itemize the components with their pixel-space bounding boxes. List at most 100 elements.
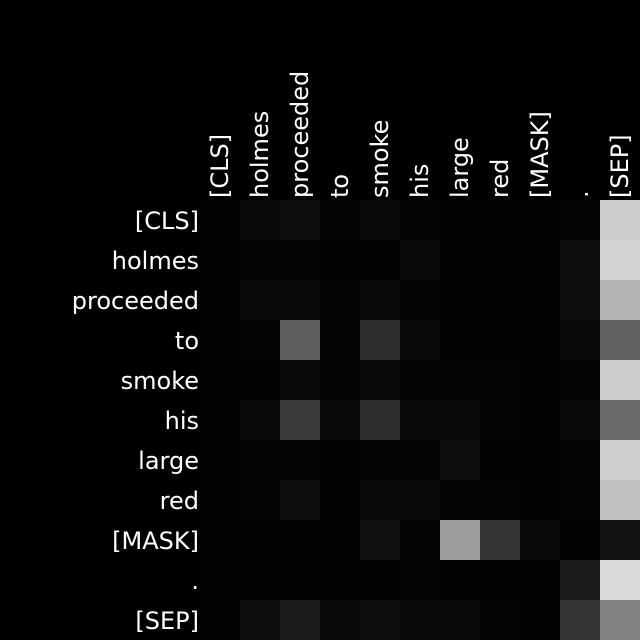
heatmap-cell-r0-c6 [440, 200, 480, 240]
heatmap-cell-r10-c6 [440, 600, 480, 640]
heatmap-cell-r2-c5 [400, 280, 440, 320]
heatmap-cell-r10-c5 [400, 600, 440, 640]
heatmap-cell-r0-c10 [600, 200, 640, 240]
heatmap-cell-r3-c1 [240, 320, 280, 360]
y-tick-label: holmes [112, 247, 199, 275]
heatmap-cell-r3-c6 [440, 320, 480, 360]
heatmap-cell-r7-c1 [240, 480, 280, 520]
heatmap-cell-r8-c8 [520, 520, 560, 560]
heatmap-cell-r7-c0 [200, 480, 240, 520]
heatmap-cell-r9-c3 [320, 560, 360, 600]
heatmap-cell-r6-c2 [280, 440, 320, 480]
y-tick-label: his [165, 407, 199, 435]
heatmap-cell-r1-c2 [280, 240, 320, 280]
heatmap-cell-r1-c6 [440, 240, 480, 280]
heatmap-cell-r2-c1 [240, 280, 280, 320]
heatmap-cell-r0-c4 [360, 200, 400, 240]
heatmap-cell-r5-c10 [600, 400, 640, 440]
heatmap-cell-r9-c1 [240, 560, 280, 600]
heatmap-cell-r7-c5 [400, 480, 440, 520]
heatmap-cell-r5-c6 [440, 400, 480, 440]
heatmap-cell-r10-c0 [200, 600, 240, 640]
heatmap-cell-r7-c10 [600, 480, 640, 520]
heatmap-cell-r2-c0 [200, 280, 240, 320]
heatmap-cell-r4-c8 [520, 360, 560, 400]
x-tick-label: red [486, 159, 514, 198]
heatmap-cell-r0-c8 [520, 200, 560, 240]
heatmap-cell-r8-c4 [360, 520, 400, 560]
heatmap-cell-r10-c1 [240, 600, 280, 640]
heatmap-cell-r6-c1 [240, 440, 280, 480]
y-axis-tick-labels: [CLS] holmes proceeded to smoke his large red [M… [72, 207, 199, 635]
heatmap-cell-r1-c1 [240, 240, 280, 280]
heatmap-cell-r0-c0 [200, 200, 240, 240]
heatmap-cell-r6-c6 [440, 440, 480, 480]
heatmap-cell-r5-c3 [320, 400, 360, 440]
heatmap-cell-r1-c0 [200, 240, 240, 280]
heatmap-cell-r0-c1 [240, 200, 280, 240]
heatmap-cell-r10-c2 [280, 600, 320, 640]
heatmap-cell-r5-c5 [400, 400, 440, 440]
heatmap-cell-r5-c9 [560, 400, 600, 440]
heatmap-cell-r3-c4 [360, 320, 400, 360]
heatmap-cell-r3-c0 [200, 320, 240, 360]
heatmap-cell-r5-c8 [520, 400, 560, 440]
heatmap-cell-r3-c9 [560, 320, 600, 360]
heatmap-cell-r2-c6 [440, 280, 480, 320]
heatmap-cell-r2-c10 [600, 280, 640, 320]
y-tick-label: large [138, 447, 199, 475]
heatmap-cells [200, 200, 640, 640]
heatmap-cell-r3-c7 [480, 320, 520, 360]
heatmap-cell-r6-c3 [320, 440, 360, 480]
heatmap-cell-r8-c10 [600, 520, 640, 560]
heatmap-cell-r8-c7 [480, 520, 520, 560]
x-tick-label: smoke [366, 120, 394, 198]
heatmap-cell-r4-c4 [360, 360, 400, 400]
heatmap-cell-r2-c7 [480, 280, 520, 320]
x-tick-label: [CLS] [206, 134, 234, 198]
x-tick-label: [MASK] [526, 111, 554, 198]
heatmap-cell-r0-c7 [480, 200, 520, 240]
y-tick-label: smoke [121, 367, 199, 395]
heatmap-cell-r3-c5 [400, 320, 440, 360]
x-tick-label: his [406, 164, 434, 198]
heatmap-cell-r10-c8 [520, 600, 560, 640]
heatmap-cell-r6-c9 [560, 440, 600, 480]
heatmap-cell-r6-c4 [360, 440, 400, 480]
heatmap-cell-r4-c6 [440, 360, 480, 400]
heatmap-cell-r4-c9 [560, 360, 600, 400]
heatmap-cell-r0-c9 [560, 200, 600, 240]
y-tick-label: red [160, 487, 199, 515]
heatmap-cell-r8-c1 [240, 520, 280, 560]
x-tick-label: [SEP] [606, 134, 634, 198]
heatmap-cell-r2-c3 [320, 280, 360, 320]
heatmap-cell-r10-c3 [320, 600, 360, 640]
heatmap-cell-r1-c7 [480, 240, 520, 280]
heatmap-cell-r1-c5 [400, 240, 440, 280]
heatmap-cell-r7-c8 [520, 480, 560, 520]
heatmap-cell-r2-c2 [280, 280, 320, 320]
heatmap-cell-r9-c9 [560, 560, 600, 600]
heatmap-cell-r4-c3 [320, 360, 360, 400]
heatmap-cell-r7-c6 [440, 480, 480, 520]
heatmap-cell-r9-c6 [440, 560, 480, 600]
heatmap-cell-r5-c1 [240, 400, 280, 440]
heatmap-cell-r8-c3 [320, 520, 360, 560]
heatmap-cell-r4-c10 [600, 360, 640, 400]
heatmap-cell-r0-c2 [280, 200, 320, 240]
heatmap-cell-r7-c4 [360, 480, 400, 520]
heatmap-cell-r1-c10 [600, 240, 640, 280]
x-tick-label: holmes [246, 111, 274, 198]
heatmap-cell-r8-c6 [440, 520, 480, 560]
heatmap-cell-r4-c0 [200, 360, 240, 400]
heatmap-cell-r10-c4 [360, 600, 400, 640]
heatmap-cell-r2-c4 [360, 280, 400, 320]
heatmap-cell-r6-c10 [600, 440, 640, 480]
heatmap-cell-r7-c2 [280, 480, 320, 520]
heatmap-cell-r9-c7 [480, 560, 520, 600]
heatmap-cell-r7-c3 [320, 480, 360, 520]
heatmap-cell-r1-c9 [560, 240, 600, 280]
heatmap-cell-r3-c10 [600, 320, 640, 360]
heatmap-cell-r3-c8 [520, 320, 560, 360]
y-tick-label: [MASK] [112, 527, 199, 555]
